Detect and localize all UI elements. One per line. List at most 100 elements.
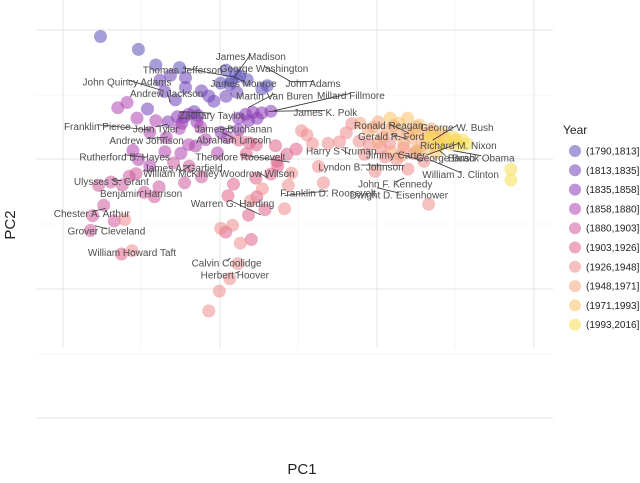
data-point (281, 178, 295, 192)
data-point (232, 111, 245, 125)
point-label: William Howard Taft (88, 248, 176, 259)
data-point (413, 118, 426, 132)
data-point (317, 176, 330, 190)
data-point (221, 189, 235, 203)
point-label: Ulysses S. Grant (74, 177, 149, 188)
leader-line (226, 257, 231, 262)
leader-line (140, 190, 144, 193)
legend-label: (1926,1948] (586, 262, 640, 273)
point-label: Ronald Reagan (354, 121, 424, 132)
point-label: James Madison (216, 52, 286, 63)
data-point (195, 170, 208, 184)
leader-line (390, 133, 408, 140)
data-point (202, 304, 216, 318)
legend-label: (1880,1903] (586, 224, 640, 235)
legend-label: (1858,1880] (586, 204, 640, 215)
point-label: Benjamin Harrison (100, 189, 182, 200)
legend: Year (1790,1813] (1813,1835] (1835,1858] (1… (563, 123, 640, 331)
legend-label: (1948,1971] (586, 282, 640, 293)
point-label: John Adams (285, 79, 340, 90)
data-point (232, 123, 245, 137)
leader-line (341, 148, 351, 156)
leader-line (376, 187, 399, 194)
leader-line (234, 76, 244, 82)
data-point (195, 84, 208, 98)
legend-swatch (569, 318, 581, 331)
leader-line (146, 136, 169, 139)
data-point (289, 142, 303, 156)
legend-swatch (569, 164, 581, 177)
data-point (214, 76, 228, 90)
leader-line (284, 190, 329, 196)
data-point (143, 159, 157, 173)
data-point (269, 139, 282, 153)
data-point (460, 137, 474, 151)
data-point (312, 160, 325, 173)
point-label: Theodore Roosevelt (195, 152, 285, 163)
data-point (158, 145, 172, 159)
data-point (137, 185, 151, 199)
point-label: George W. Bush (420, 123, 493, 134)
point-label: Zachary Taylor (179, 111, 245, 122)
data-point (306, 137, 319, 151)
point-label: George Bush (416, 153, 475, 164)
data-point (118, 213, 132, 227)
leader-line (256, 170, 268, 179)
legend-swatch (569, 260, 581, 273)
legend-label: (1971,1993] (586, 301, 640, 312)
data-point (152, 180, 166, 194)
data-point (211, 146, 224, 160)
data-point (240, 73, 254, 87)
legend-swatch (569, 299, 581, 312)
data-point (417, 154, 431, 168)
point-label: James A. Garfield (144, 163, 223, 174)
data-points (83, 30, 518, 318)
leader-line (111, 179, 122, 182)
leader-line (388, 123, 409, 134)
point-label: James Buchanan (195, 125, 272, 136)
leader-line (395, 177, 405, 183)
point-label: Woodrow Wilson (220, 169, 295, 180)
leader-line (182, 67, 235, 78)
data-point (199, 133, 213, 147)
leader-line (94, 225, 107, 230)
legend-label: (1790,1813] (586, 147, 640, 158)
data-point (219, 89, 233, 103)
point-label: Martin Van Buren (236, 91, 313, 102)
data-point (401, 162, 415, 176)
point-label: James K. Polk (293, 108, 358, 119)
data-point (422, 197, 436, 211)
data-point (278, 202, 292, 216)
leader-line (155, 123, 169, 128)
leader-line (179, 111, 212, 114)
point-label: Franklin D. Roosevelt (280, 189, 376, 200)
data-point (194, 120, 208, 134)
legend-swatch (569, 202, 581, 215)
data-point (231, 257, 245, 271)
leader-line (426, 143, 459, 156)
data-point (107, 214, 121, 228)
point-label: Calvin Coolidge (192, 259, 262, 270)
data-point (250, 111, 264, 125)
legend-label: (1813,1835] (586, 166, 640, 177)
leader-line (263, 66, 291, 82)
leader-line (131, 249, 135, 253)
data-point (86, 209, 100, 223)
point-label: John Quincy Adams (83, 77, 172, 88)
data-point (147, 190, 161, 204)
legend-title: Year (563, 123, 587, 137)
data-point (129, 167, 143, 181)
data-point (243, 194, 257, 208)
y-axis-title: PC2 (2, 210, 19, 239)
data-point (167, 156, 181, 170)
point-label: Andrew Jackson (130, 89, 203, 100)
data-point (371, 115, 385, 129)
leader-line (430, 159, 461, 173)
data-point (424, 131, 438, 144)
point-label: Lyndon B. Johnson (318, 163, 403, 174)
point-label: William McKinley (143, 169, 219, 180)
legend-label: (1835,1858] (586, 185, 640, 196)
data-point (83, 224, 97, 237)
data-point (179, 71, 192, 85)
